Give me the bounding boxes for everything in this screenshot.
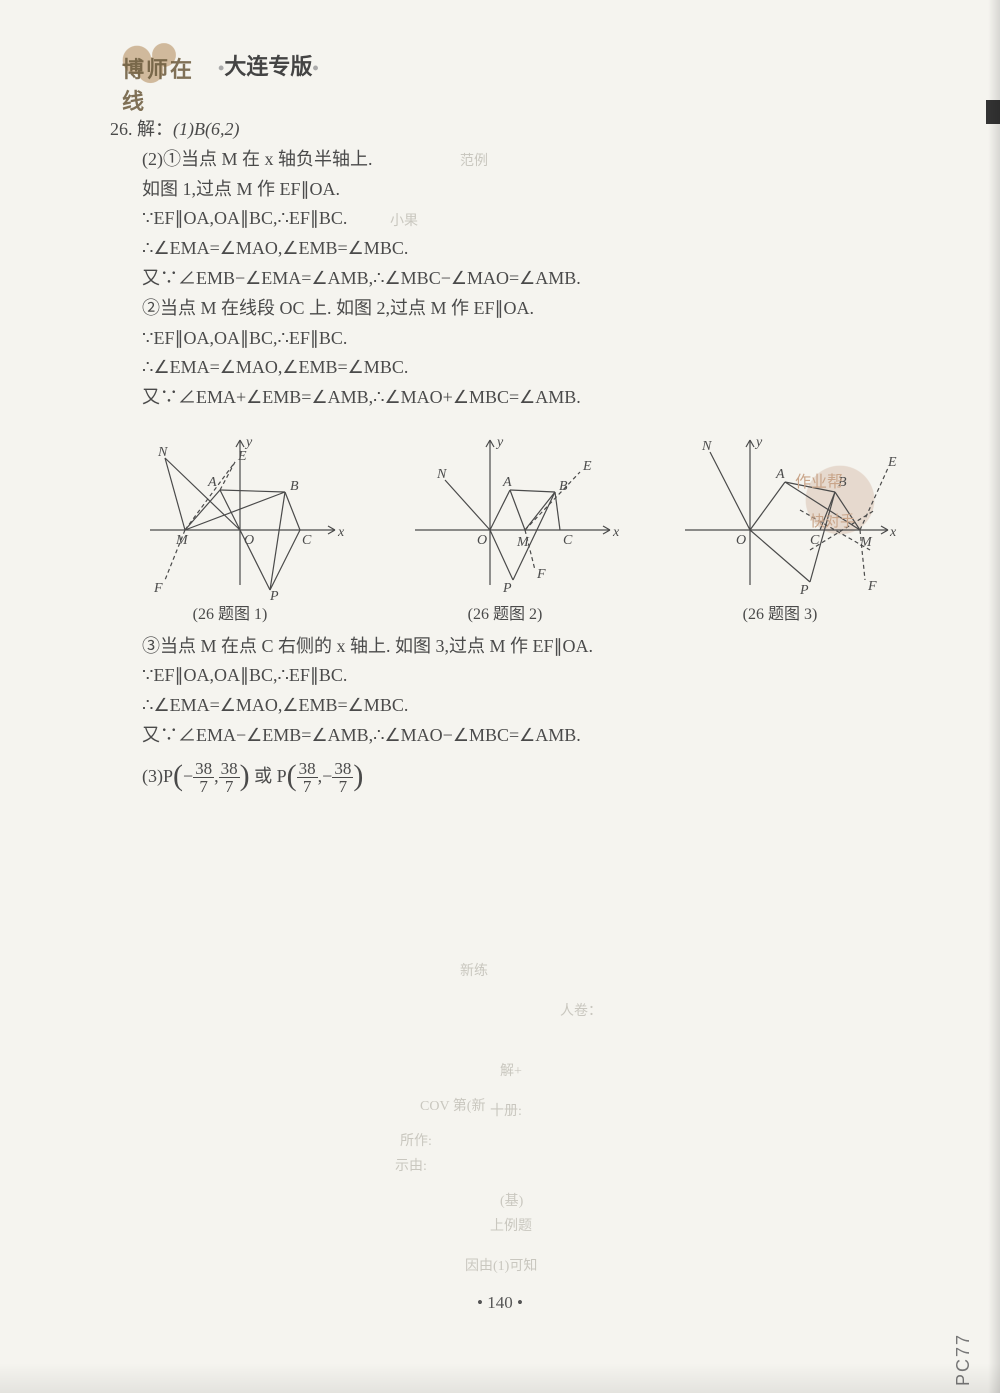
bleed-mark-11: COV 第(新 [420, 1095, 485, 1115]
bleed-mark-7: 所作: [400, 1130, 432, 1150]
svg-text:P: P [799, 583, 809, 598]
figure-2-wrap: N E A B M O C x y F P (26 题图 2) [385, 420, 625, 628]
svg-text:x: x [889, 525, 897, 540]
svg-text:O: O [244, 533, 254, 548]
svg-text:x: x [337, 525, 345, 540]
solution-content: 26. 解：(1)B(6,2) (2)①当点 M 在 x 轴负半轴上. 如图 1… [110, 115, 900, 803]
problem-26-line-14: 又∵∠EMA−∠EMB=∠AMB,∴∠MAO−∠MBC=∠AMB. [110, 721, 900, 750]
problem-26-line-13: ∴∠EMA=∠MAO,∠EMB=∠MBC. [110, 691, 900, 720]
svg-text:B: B [290, 479, 299, 494]
svg-text:C: C [563, 533, 573, 548]
svg-text:A: A [775, 467, 785, 482]
figure-1-svg: N E A B M O C x y F P [110, 420, 350, 600]
problem-26-line-1: 26. 解：(1)B(6,2) [110, 115, 900, 144]
svg-text:x: x [612, 525, 620, 540]
problem-26-line-10: 又∵∠EMA+∠EMB=∠AMB,∴∠MAO+∠MBC=∠AMB. [110, 383, 900, 412]
problem-26-line-7: ②当点 M 在线段 OC 上. 如图 2,过点 M 作 EF∥OA. [110, 294, 900, 323]
figure-3-svg: N E A B M O C x y F P [660, 420, 900, 600]
svg-text:A: A [502, 475, 512, 490]
bleed-mark-4: 人卷： [560, 1000, 602, 1020]
brand-logo-text: 博师在线 [122, 52, 200, 116]
problem-26-part3: (3)P(−387,387) 或 P(387,−387) [110, 754, 900, 802]
figure-1-wrap: N E A B M O C x y F P (26 题图 1) [110, 420, 350, 628]
svg-text:F: F [867, 579, 877, 594]
problem-26-line-11: ③当点 M 在点 C 右侧的 x 轴上. 如图 3,过点 M 作 EF∥OA. [110, 632, 900, 661]
problem-26-line-6: 又∵∠EMB−∠EMA=∠AMB,∴∠MBC−∠MAO=∠AMB. [110, 264, 900, 293]
svg-text:E: E [887, 455, 897, 470]
svg-text:B: B [559, 479, 568, 494]
svg-text:M: M [175, 533, 189, 548]
svg-text:E: E [237, 449, 247, 464]
svg-text:N: N [436, 467, 447, 482]
svg-text:F: F [153, 581, 163, 596]
figure-3-wrap: N E A B M O C x y F P (26 题图 3) 作业帮 快对手 [660, 420, 900, 628]
problem-26-line-2: (2)①当点 M 在 x 轴负半轴上. [110, 145, 900, 174]
watermark-text-2: 快对手 [810, 510, 855, 534]
svg-text:M: M [516, 535, 530, 550]
svg-text:P: P [502, 581, 512, 596]
problem-26-line-5: ∴∠EMA=∠MAO,∠EMB=∠MBC. [110, 234, 900, 263]
bleed-mark-12: 因由(1)可知 [465, 1255, 537, 1275]
problem-26-line-4: ∵EF∥OA,OA∥BC,∴EF∥BC. [110, 204, 900, 233]
problem-26-line-3: 如图 1,过点 M 作 EF∥OA. [110, 175, 900, 204]
svg-text:M: M [859, 535, 873, 550]
problem-26-line-8: ∵EF∥OA,OA∥BC,∴EF∥BC. [110, 324, 900, 353]
svg-text:y: y [495, 435, 504, 450]
svg-text:y: y [244, 435, 253, 450]
svg-text:O: O [736, 533, 746, 548]
svg-text:O: O [477, 533, 487, 548]
svg-text:A: A [207, 475, 217, 490]
svg-text:F: F [536, 567, 546, 582]
bleed-mark-8: 示由: [395, 1155, 427, 1175]
figure-3-caption: (26 题图 3) [660, 602, 900, 628]
figure-1-caption: (26 题图 1) [110, 602, 350, 628]
bleed-mark-9: (基) [500, 1190, 523, 1210]
page-number: • 140 • [0, 1293, 1000, 1313]
watermark-text-1: 作业帮 [795, 470, 843, 496]
svg-text:N: N [157, 445, 168, 460]
problem-26-line-12: ∵EF∥OA,OA∥BC,∴EF∥BC. [110, 661, 900, 690]
svg-text:E: E [582, 459, 592, 474]
svg-text:P: P [269, 589, 279, 600]
bleed-mark-1: 范例 [460, 150, 488, 170]
svg-text:C: C [302, 533, 312, 548]
bleed-mark-10: 上例题 [490, 1215, 532, 1235]
bleed-mark-5: 解+ [500, 1060, 522, 1080]
page-bottom-shadow [0, 1363, 1000, 1393]
figure-2-caption: (26 题图 2) [385, 602, 625, 628]
bleed-mark-3: 新练 [460, 960, 488, 980]
problem-26-line-9: ∴∠EMA=∠MAO,∠EMB=∠MBC. [110, 353, 900, 382]
bleed-mark-6: 十册: [490, 1100, 522, 1120]
svg-text:y: y [754, 435, 763, 450]
edition-label: •大连专版• [218, 49, 319, 81]
bleed-mark-2: 小果 [390, 210, 418, 230]
page-header: 博师在线 •大连专版• [110, 40, 319, 90]
figure-2-svg: N E A B M O C x y F P [385, 420, 625, 600]
diagram-row: N E A B M O C x y F P (26 题图 1) [110, 420, 900, 628]
svg-text:N: N [701, 439, 712, 454]
page-right-shadow [988, 0, 1000, 1393]
svg-text:C: C [810, 533, 820, 548]
